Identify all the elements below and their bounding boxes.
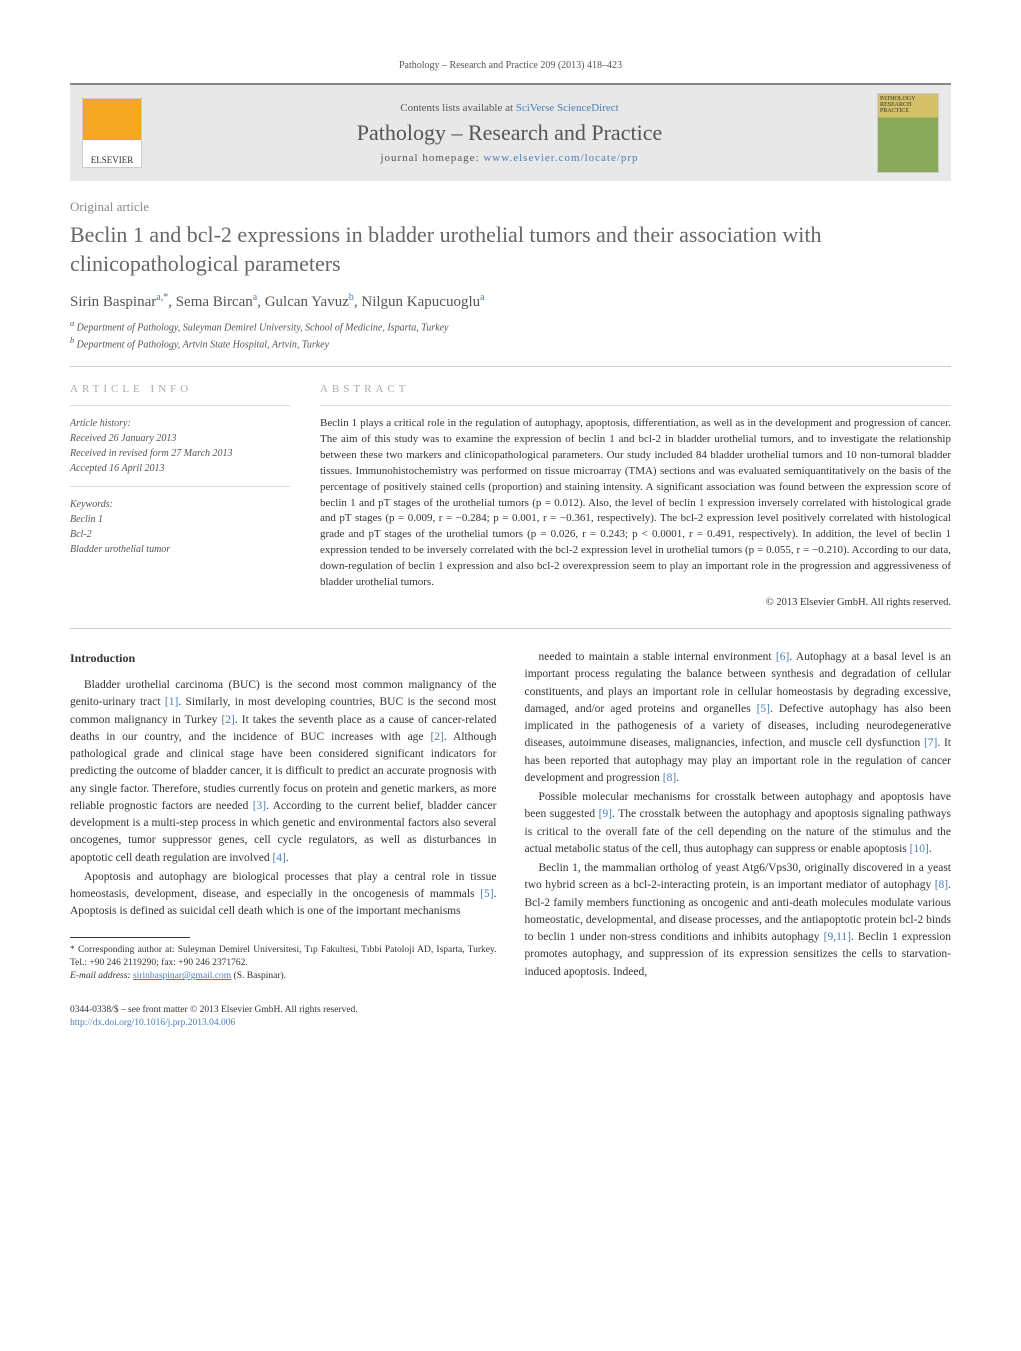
divider [320, 405, 951, 406]
running-head: Pathology – Research and Practice 209 (2… [399, 60, 622, 71]
body-column-left: Introduction Bladder urothelial carcinom… [70, 649, 497, 1030]
page-header: Pathology – Research and Practice 209 (2… [70, 60, 951, 71]
copyright-line: © 2013 Elsevier GmbH. All rights reserve… [320, 597, 951, 608]
divider [70, 628, 951, 629]
affiliation: b Department of Pathology, Artvin State … [70, 336, 951, 350]
journal-homepage-line: journal homepage: www.elsevier.com/locat… [142, 152, 877, 164]
authors-line: Sirin Baspinara,*, Sema Bircana, Gulcan … [70, 292, 951, 311]
journal-header-bar: ELSEVIER Contents lists available at Sci… [70, 83, 951, 181]
divider [70, 405, 290, 406]
header-center: Contents lists available at SciVerse Sci… [142, 102, 877, 164]
body-column-right: needed to maintain a stable internal env… [525, 649, 952, 1030]
contents-line: Contents lists available at SciVerse Sci… [142, 102, 877, 114]
author: Gulcan Yavuzb [265, 294, 354, 310]
author: Sema Bircana [176, 294, 258, 310]
divider [70, 366, 951, 367]
journal-cover-thumbnail: PATHOLOGY RESEARCH PRACTICE [877, 93, 939, 173]
article-title: Beclin 1 and bcl-2 expressions in bladde… [70, 221, 951, 278]
section-title-introduction: Introduction [70, 649, 497, 667]
body-paragraph: Beclin 1, the mammalian ortholog of yeas… [525, 860, 952, 981]
bottom-meta: 0344-0338/$ – see front matter © 2013 El… [70, 1004, 497, 1031]
info-abstract-row: article info Article history: Received 2… [70, 383, 951, 608]
body-paragraph: Apoptosis and autophagy are biological p… [70, 869, 497, 921]
article-history: Article history: Received 26 January 201… [70, 416, 290, 476]
abstract-text: Beclin 1 plays a critical role in the re… [320, 416, 951, 591]
footnote-divider [70, 937, 190, 938]
article-type: Original article [70, 199, 951, 215]
body-paragraph: needed to maintain a stable internal env… [525, 649, 952, 787]
affiliation: a Department of Pathology, Suleyman Demi… [70, 319, 951, 333]
abstract-column: abstract Beclin 1 plays a critical role … [320, 383, 951, 608]
article-info-column: article info Article history: Received 2… [70, 383, 290, 608]
journal-name: Pathology – Research and Practice [142, 120, 877, 146]
divider [70, 486, 290, 487]
elsevier-logo: ELSEVIER [82, 98, 142, 168]
body-columns: Introduction Bladder urothelial carcinom… [70, 649, 951, 1030]
doi-link[interactable]: http://dx.doi.org/10.1016/j.prp.2013.04.… [70, 1018, 235, 1028]
body-paragraph: Possible molecular mechanisms for crosst… [525, 789, 952, 858]
journal-homepage-link[interactable]: www.elsevier.com/locate/prp [483, 152, 638, 164]
body-paragraph: Bladder urothelial carcinoma (BUC) is th… [70, 677, 497, 867]
corresponding-author-footnote: * Corresponding author at: Suleyman Demi… [70, 944, 497, 984]
email-link[interactable]: sirinbaspinar@gmail.com [133, 971, 231, 981]
abstract-header: abstract [320, 383, 951, 395]
article-info-header: article info [70, 383, 290, 395]
keywords-block: Keywords: Beclin 1 Bcl-2 Bladder urothel… [70, 497, 290, 557]
author: Sirin Baspinara,* [70, 294, 168, 310]
sciencedirect-link[interactable]: SciVerse ScienceDirect [516, 102, 619, 114]
author: Nilgun Kapucuoglua [361, 294, 484, 310]
